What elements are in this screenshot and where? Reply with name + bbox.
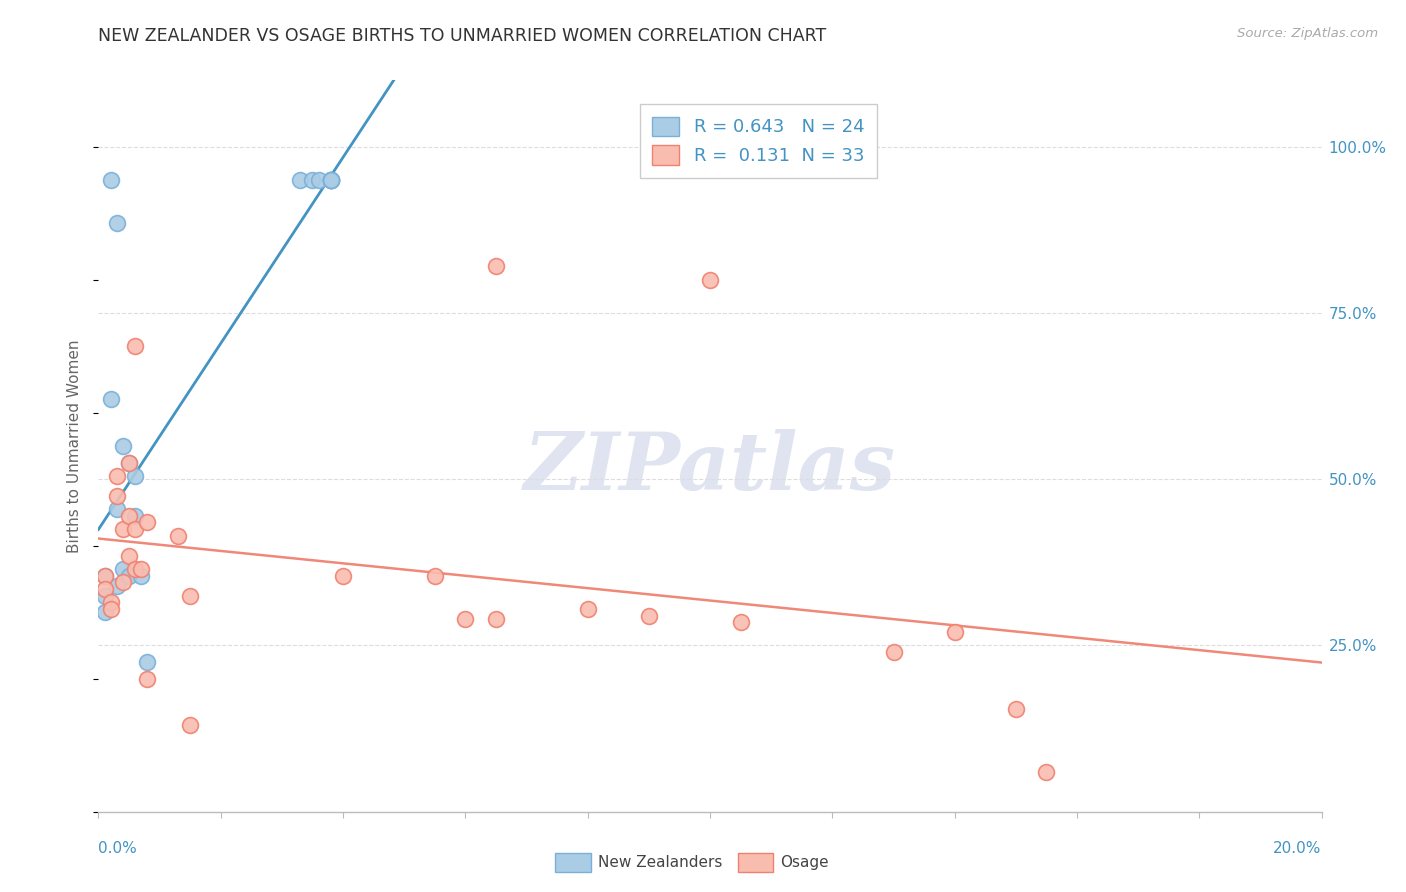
- Point: [105, 489, 128, 503]
- Point: [124, 339, 146, 353]
- Point: [576, 602, 599, 616]
- Point: [943, 625, 966, 640]
- Point: [118, 456, 141, 470]
- Point: [1035, 764, 1057, 779]
- Point: [93, 582, 115, 596]
- Point: [699, 273, 721, 287]
- Text: Osage: Osage: [780, 855, 830, 870]
- Point: [319, 173, 342, 187]
- Point: [124, 522, 146, 536]
- Point: [124, 469, 146, 483]
- Point: [100, 595, 122, 609]
- Point: [319, 173, 342, 187]
- Point: [111, 575, 134, 590]
- Text: ZIPatlas: ZIPatlas: [524, 429, 896, 507]
- Point: [118, 568, 141, 582]
- Text: 20.0%: 20.0%: [1274, 841, 1322, 856]
- Point: [485, 612, 508, 626]
- Point: [100, 392, 122, 407]
- Point: [118, 456, 141, 470]
- Point: [308, 173, 330, 187]
- Point: [111, 522, 134, 536]
- Point: [1004, 701, 1026, 715]
- Point: [883, 645, 905, 659]
- Point: [124, 508, 146, 523]
- Point: [319, 173, 342, 187]
- Point: [105, 216, 128, 230]
- Point: [136, 655, 159, 669]
- Point: [730, 615, 752, 630]
- Point: [105, 502, 128, 516]
- Point: [332, 568, 354, 582]
- Point: [167, 529, 190, 543]
- Point: [129, 568, 152, 582]
- Point: [423, 568, 446, 582]
- Point: [637, 608, 661, 623]
- Point: [100, 602, 122, 616]
- Point: [136, 672, 159, 686]
- Point: [118, 549, 141, 563]
- Point: [319, 173, 342, 187]
- Point: [118, 508, 141, 523]
- Point: [111, 439, 134, 453]
- Point: [179, 718, 201, 732]
- Point: [301, 173, 323, 187]
- Point: [136, 516, 159, 530]
- Point: [93, 568, 115, 582]
- Legend: R = 0.643   N = 24, R =  0.131  N = 33: R = 0.643 N = 24, R = 0.131 N = 33: [640, 104, 877, 178]
- Text: 0.0%: 0.0%: [98, 841, 138, 856]
- Point: [93, 568, 115, 582]
- Point: [105, 469, 128, 483]
- Y-axis label: Births to Unmarried Women: Births to Unmarried Women: [67, 339, 83, 553]
- Text: Source: ZipAtlas.com: Source: ZipAtlas.com: [1237, 27, 1378, 40]
- Point: [179, 589, 201, 603]
- Point: [111, 562, 134, 576]
- Point: [100, 173, 122, 187]
- Point: [319, 173, 342, 187]
- Text: NEW ZEALANDER VS OSAGE BIRTHS TO UNMARRIED WOMEN CORRELATION CHART: NEW ZEALANDER VS OSAGE BIRTHS TO UNMARRI…: [98, 27, 827, 45]
- Point: [93, 605, 115, 619]
- Point: [93, 589, 115, 603]
- Point: [290, 173, 312, 187]
- Point: [485, 260, 508, 274]
- Point: [129, 562, 152, 576]
- Text: New Zealanders: New Zealanders: [598, 855, 721, 870]
- Point: [454, 612, 477, 626]
- Point: [105, 579, 128, 593]
- Point: [124, 562, 146, 576]
